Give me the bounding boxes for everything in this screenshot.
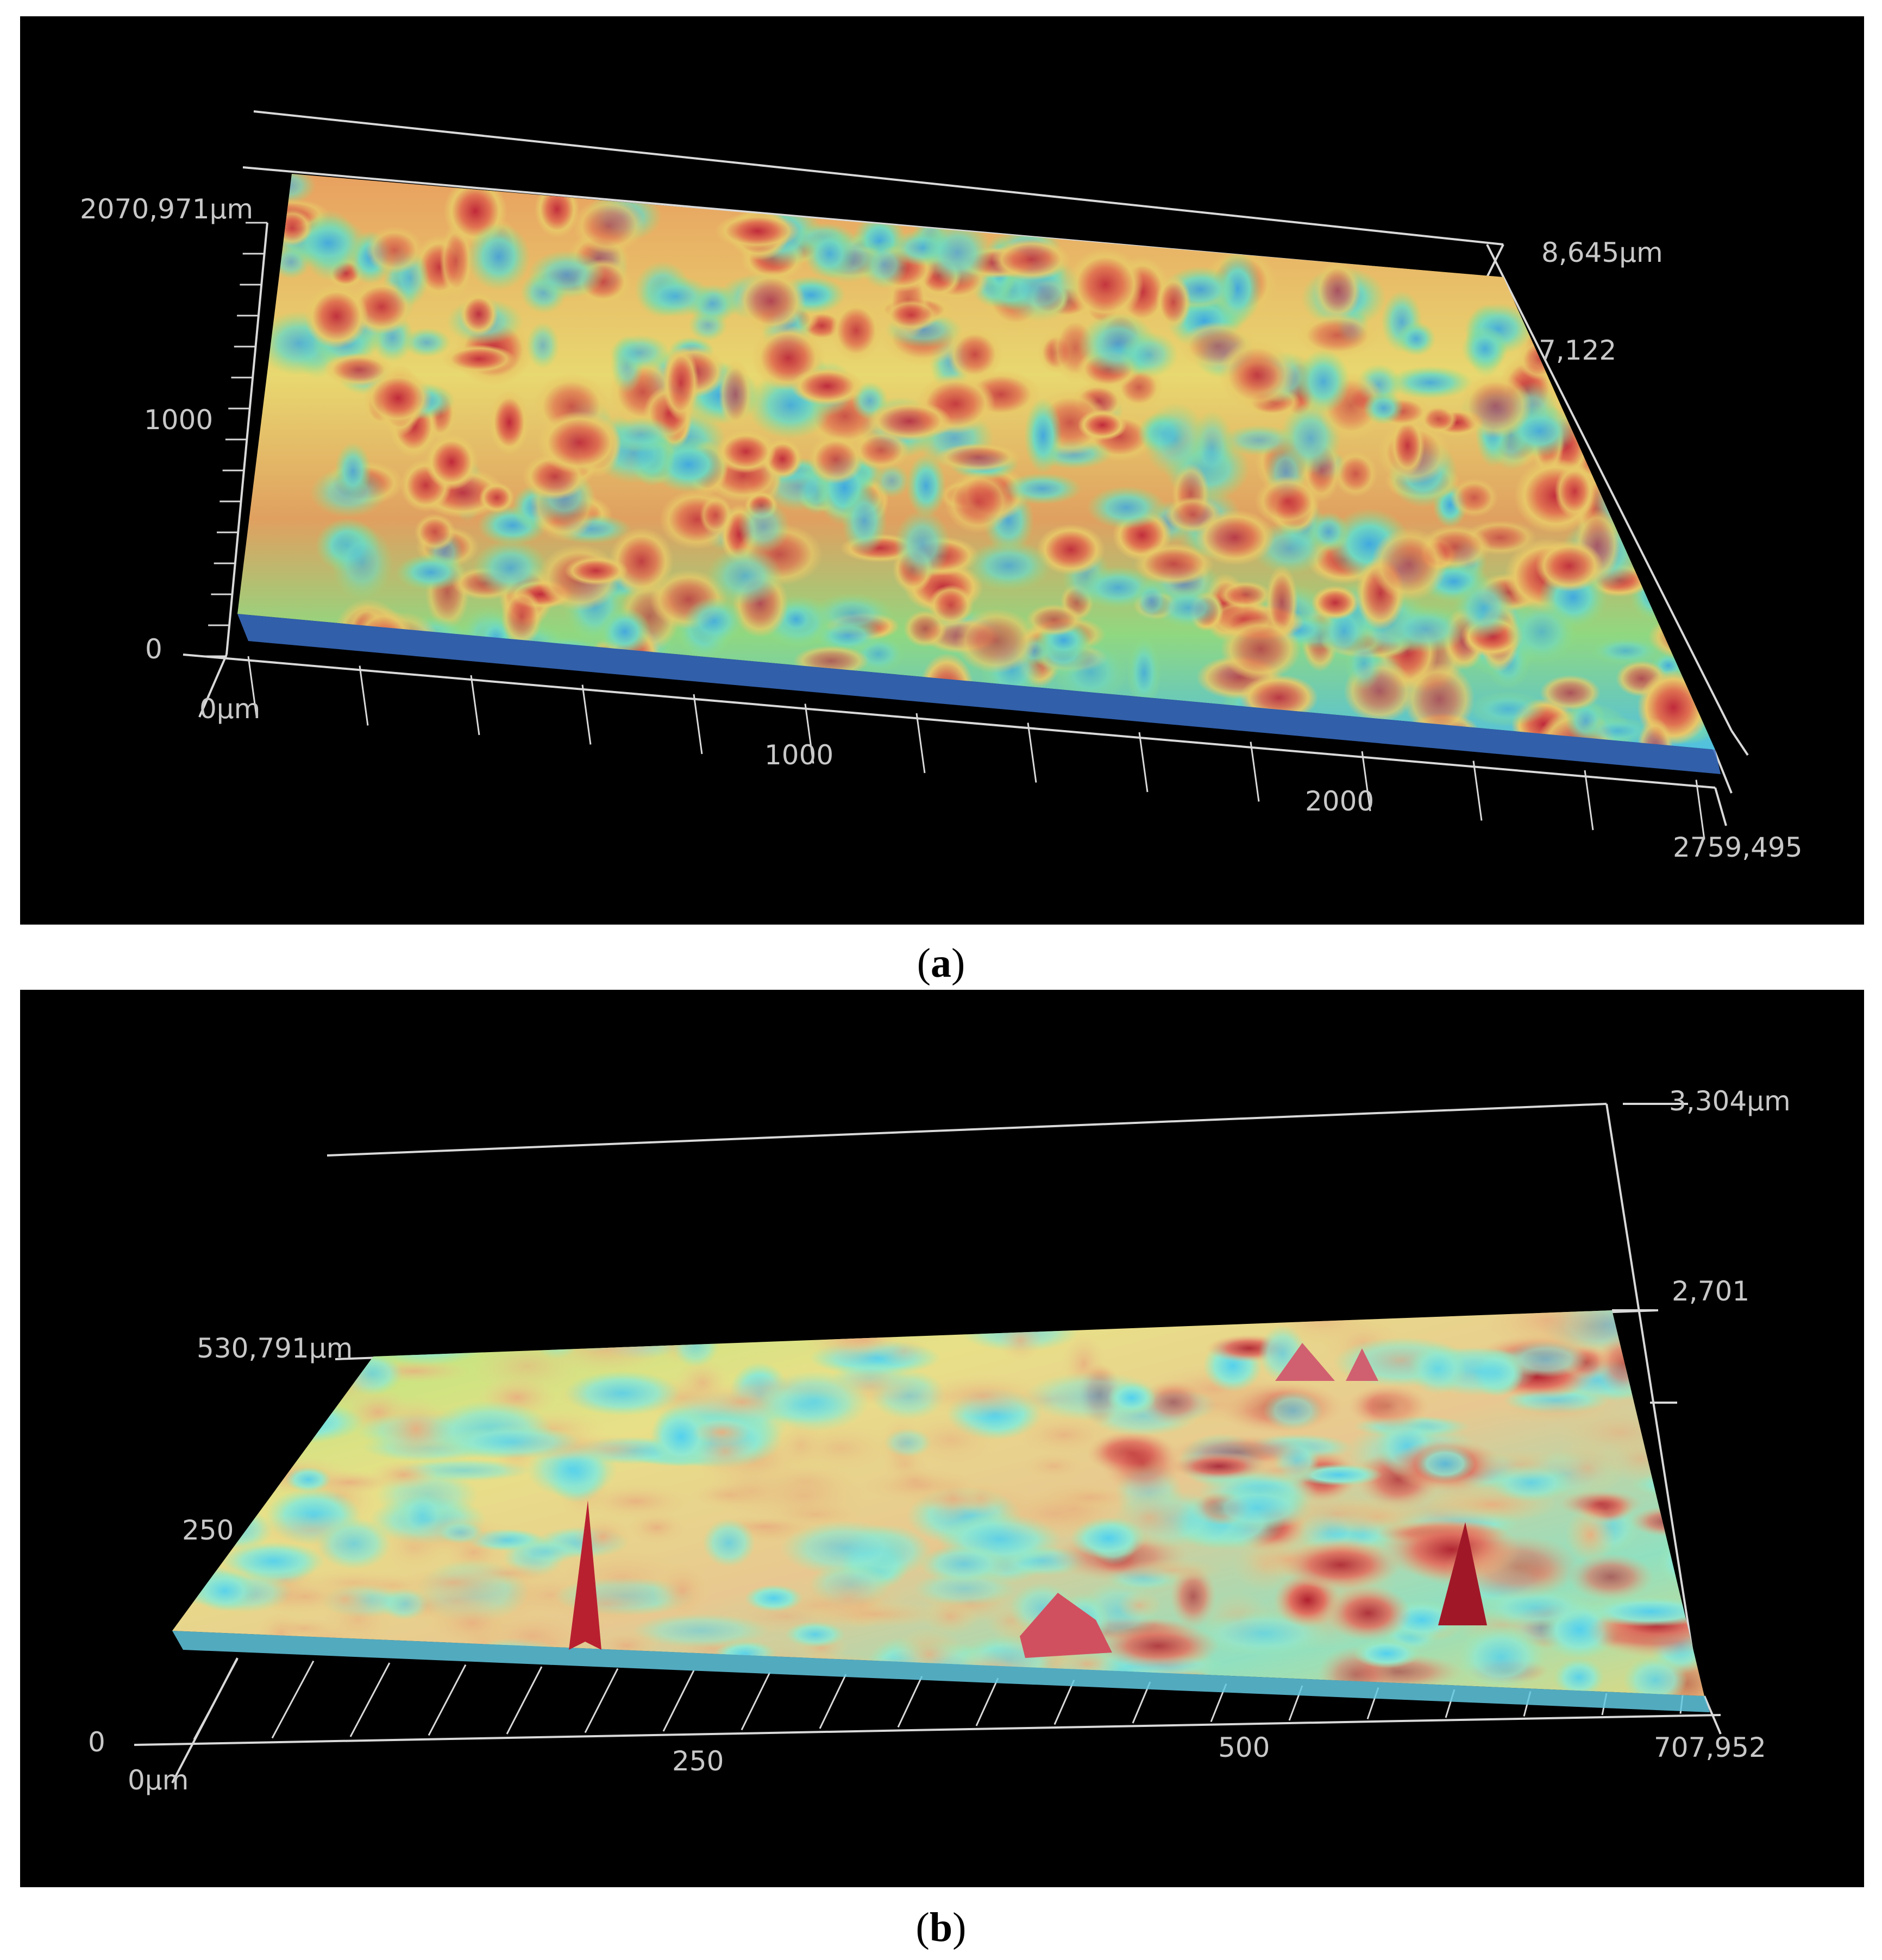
y-ticks-a <box>205 222 267 657</box>
surface-plot-b: 530,791µm 250 0 0µm 250 500 707,952 3,30… <box>20 990 1864 1887</box>
surface-a <box>237 174 1721 774</box>
y-mid-label-b: 250 <box>182 1515 234 1546</box>
spike-1 <box>569 1500 601 1650</box>
y-zero-label-b: 0 <box>88 1726 105 1758</box>
z-max-label-b: 3,304µm <box>1669 1085 1791 1117</box>
z-mid-label-a: 7,122 <box>1539 335 1617 366</box>
surface-plot-a: 2070,971µm 1000 0 0µm 1000 2000 2759,495… <box>20 16 1864 925</box>
y-max-label-a: 2070,971µm <box>80 193 254 225</box>
x-origin-label-b: 0µm <box>128 1764 189 1796</box>
caption-b: (b) <box>915 1905 967 1950</box>
y-max-label-b: 530,791µm <box>197 1333 353 1364</box>
x-origin-label-a: 0µm <box>199 693 261 725</box>
spike-2 <box>1020 1593 1112 1658</box>
z-max-label-a: 8,645µm <box>1541 237 1663 268</box>
spike-3 <box>1438 1522 1487 1625</box>
x-2000-label-a: 2000 <box>1305 786 1375 817</box>
surface-b <box>172 1310 1710 1712</box>
x-ticks-a <box>247 656 1705 840</box>
surface-plot-a-canvas <box>183 110 1749 840</box>
y-mid-label-a: 1000 <box>144 404 214 436</box>
z-mid-label-b: 2,701 <box>1672 1276 1750 1307</box>
x-max-label-a: 2759,495 <box>1673 832 1803 863</box>
x-500-label-b: 500 <box>1218 1732 1270 1763</box>
x-max-label-b: 707,952 <box>1654 1732 1766 1763</box>
x-1000-label-a: 1000 <box>764 739 834 771</box>
y-zero-label-a: 0 <box>145 633 162 665</box>
spike-4 <box>1275 1343 1335 1381</box>
x-250-label-b: 250 <box>672 1745 724 1777</box>
caption-a: (a) <box>917 940 965 986</box>
surface-plot-b-canvas <box>134 1103 1722 1783</box>
spike-5 <box>1346 1348 1378 1381</box>
